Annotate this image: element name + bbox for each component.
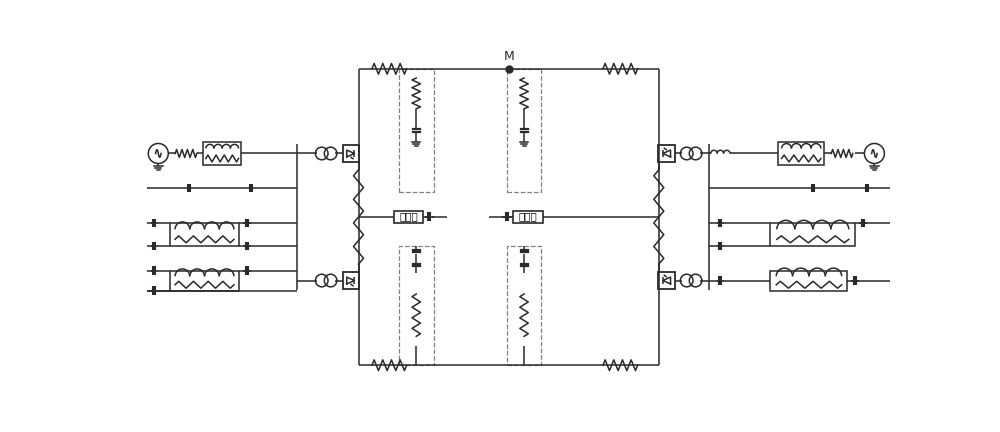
Bar bbox=[507, 69, 541, 192]
Text: 接地极: 接地极 bbox=[399, 212, 418, 222]
Bar bbox=[658, 273, 675, 289]
Text: 接地极: 接地极 bbox=[519, 212, 537, 222]
Bar bbox=[343, 146, 359, 162]
Bar bbox=[770, 270, 847, 291]
Bar bbox=[203, 142, 241, 165]
Bar bbox=[507, 246, 541, 365]
Bar bbox=[778, 142, 824, 165]
Bar bbox=[170, 270, 239, 291]
Bar bbox=[394, 211, 423, 222]
Bar bbox=[343, 273, 359, 289]
Bar bbox=[399, 69, 434, 192]
Bar bbox=[513, 211, 543, 222]
Bar bbox=[770, 223, 855, 246]
Bar bbox=[170, 223, 239, 246]
Text: M: M bbox=[503, 51, 514, 64]
Bar bbox=[658, 146, 675, 162]
Bar bbox=[399, 246, 434, 365]
